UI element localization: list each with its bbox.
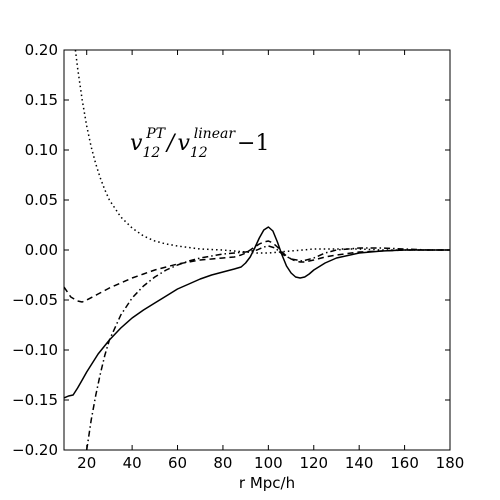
series-line-dashed: [64, 240, 450, 303]
annotation-v: v: [130, 131, 143, 156]
x-tick-label: 140: [345, 454, 374, 472]
y-tick-label: 0.00: [25, 241, 58, 259]
series-line-dashdot: [85, 245, 450, 450]
y-tick-label: −0.05: [12, 291, 58, 309]
y-axis: −0.20 −0.15 −0.10 −0.05 0.00 0.05 0.10 0.15 0.20: [12, 41, 450, 459]
annotation-v2: v: [177, 131, 190, 156]
annotation-slash: /: [165, 131, 177, 156]
x-tick-label: 40: [123, 454, 142, 472]
y-tick-label: −0.15: [12, 391, 58, 409]
y-tick-label: −0.20: [12, 441, 58, 459]
annotation-sub2: 12: [190, 145, 208, 161]
y-tick-label: 0.20: [25, 41, 58, 59]
annotation-minus-one: −1: [237, 131, 269, 156]
y-tick-label: 0.10: [25, 141, 58, 159]
y-tick-label: −0.10: [12, 341, 58, 359]
x-tick-label: 60: [168, 454, 187, 472]
series-layer: [64, 50, 450, 450]
x-tick-label: 180: [436, 454, 465, 472]
ratio-annotation: v12PT/v12linear−1: [130, 126, 269, 161]
annotation-sup1: PT: [145, 126, 166, 142]
x-tick-label: 160: [390, 454, 419, 472]
x-tick-label: 20: [77, 454, 96, 472]
series-line-dotted: [74, 50, 450, 254]
x-tick-label: 120: [299, 454, 328, 472]
annotation-sup2: linear: [194, 126, 237, 142]
x-axis: 20 40 60 80 100 120 140 160 180: [77, 50, 464, 472]
y-tick-label: 0.15: [25, 91, 58, 109]
x-axis-title: r Mpc/h: [239, 474, 295, 492]
x-tick-label: 80: [213, 454, 232, 472]
x-tick-label: 100: [254, 454, 283, 472]
annotation-sub1: 12: [142, 145, 160, 161]
y-tick-label: 0.05: [25, 191, 58, 209]
